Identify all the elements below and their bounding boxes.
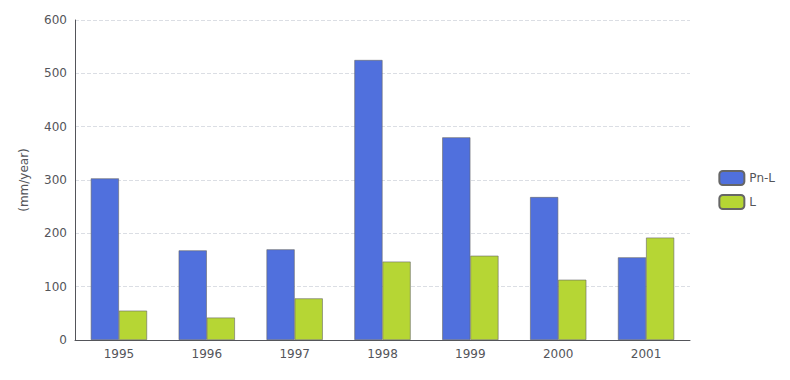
svg-text:400: 400 [44, 120, 67, 134]
svg-text:100: 100 [44, 280, 67, 294]
svg-text:2000: 2000 [543, 347, 574, 361]
svg-text:200: 200 [44, 226, 67, 240]
svg-text:2001: 2001 [631, 347, 662, 361]
svg-text:1997: 1997 [279, 347, 310, 361]
svg-text:0: 0 [59, 333, 67, 347]
svg-text:600: 600 [44, 13, 67, 27]
svg-text:500: 500 [44, 66, 67, 80]
svg-text:1998: 1998 [367, 347, 398, 361]
svg-text:(mm/year): (mm/year) [17, 148, 31, 212]
svg-text:L: L [749, 195, 756, 209]
svg-text:1999: 1999 [455, 347, 486, 361]
svg-text:300: 300 [44, 173, 67, 187]
svg-text:1995: 1995 [104, 347, 135, 361]
svg-text:Pn-L: Pn-L [749, 171, 775, 185]
svg-text:1996: 1996 [192, 347, 223, 361]
